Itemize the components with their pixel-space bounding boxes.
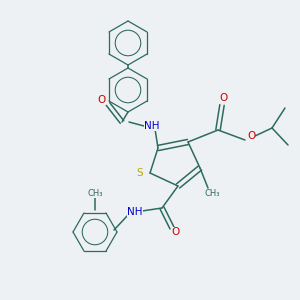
Text: O: O [172, 227, 180, 237]
Text: O: O [98, 95, 106, 105]
Text: CH₃: CH₃ [87, 188, 103, 197]
Text: S: S [137, 168, 143, 178]
Text: NH: NH [127, 207, 143, 217]
Text: CH₃: CH₃ [204, 190, 220, 199]
Text: O: O [219, 93, 227, 103]
Text: O: O [247, 131, 255, 141]
Text: NH: NH [144, 121, 160, 131]
